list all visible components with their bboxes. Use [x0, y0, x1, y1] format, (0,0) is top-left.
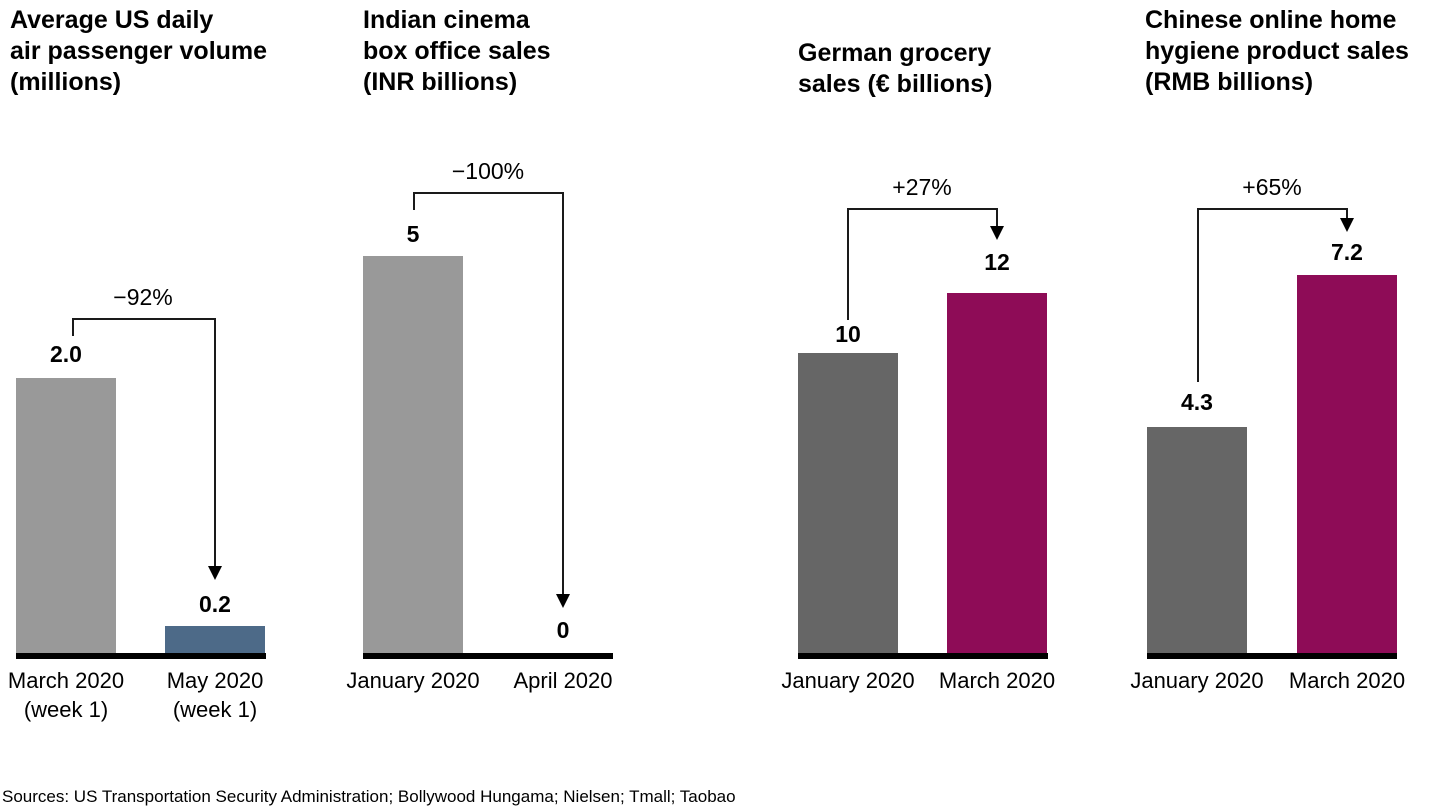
- bar-value-label: 0.2: [199, 591, 231, 617]
- panel-title: German grocery sales (€ billions): [798, 39, 993, 98]
- change-arrow-horizontal: [847, 208, 997, 210]
- change-arrow-start-tick: [72, 318, 74, 336]
- bar-value-label: 12: [984, 249, 1010, 275]
- arrow-down-icon: [208, 566, 222, 580]
- change-arrow-shaft: [1346, 208, 1348, 218]
- bar-january-2020: [363, 256, 463, 653]
- bar-january-2020: [798, 353, 898, 653]
- change-arrow-start-tick: [1197, 208, 1199, 382]
- bar-march-2020: [1297, 275, 1397, 653]
- change-arrow-horizontal: [1197, 208, 1347, 210]
- panel-title: Average US daily air passenger volume (m…: [10, 6, 268, 96]
- x-axis: [798, 653, 1048, 659]
- x-axis-label: January 2020: [781, 668, 915, 693]
- arrow-down-icon: [556, 594, 570, 608]
- change-label: −100%: [451, 158, 525, 184]
- bar-value-label: 2.0: [50, 341, 82, 367]
- x-axis-label: January 2020: [1130, 668, 1264, 693]
- sources-note: Sources: US Transportation Security Admi…: [2, 787, 736, 806]
- change-arrow-start-tick: [413, 192, 415, 210]
- change-label: +27%: [892, 174, 952, 200]
- x-axis-label: March 2020: [1288, 668, 1406, 693]
- bar-value-label: 10: [835, 321, 861, 347]
- bar-value-label: 7.2: [1331, 239, 1363, 265]
- arrow-down-icon: [1340, 218, 1354, 232]
- bar-january-2020: [1147, 427, 1247, 653]
- bar-value-label: 0: [556, 617, 570, 643]
- bar-march-2020: [16, 378, 116, 653]
- panel-title: Chinese online home hygiene product sale…: [1145, 6, 1409, 96]
- bar-value-label: 5: [406, 221, 420, 247]
- panel-title: Indian cinema box office sales (INR bill…: [363, 6, 551, 96]
- change-arrow-shaft: [562, 192, 564, 594]
- x-axis: [16, 653, 266, 659]
- x-axis-label: May 2020 (week 1): [166, 668, 264, 722]
- change-label: +65%: [1242, 174, 1302, 200]
- bar-may-2020: [165, 625, 265, 653]
- arrow-down-icon: [990, 226, 1004, 240]
- change-arrow-start-tick: [847, 208, 849, 320]
- change-arrow-shaft: [996, 208, 998, 226]
- change-label: −92%: [113, 284, 173, 310]
- change-arrow-horizontal: [413, 192, 563, 194]
- bar-march-2020: [947, 293, 1047, 653]
- x-axis: [1147, 653, 1397, 659]
- change-arrow-horizontal: [72, 318, 216, 320]
- bar-value-label: 4.3: [1181, 389, 1213, 415]
- x-axis-label: March 2020: [938, 668, 1056, 693]
- x-axis-label: April 2020: [513, 668, 613, 693]
- x-axis: [363, 653, 613, 659]
- x-axis-label: January 2020: [346, 668, 480, 693]
- change-arrow-shaft: [214, 318, 216, 566]
- x-axis-label: March 2020 (week 1): [7, 668, 125, 722]
